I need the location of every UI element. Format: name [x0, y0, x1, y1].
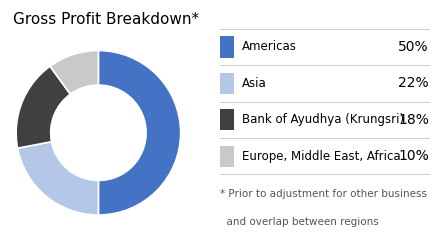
Wedge shape [16, 66, 70, 148]
Text: Bank of Ayudhya (Krungsri): Bank of Ayudhya (Krungsri) [242, 113, 404, 126]
Text: 22%: 22% [398, 76, 429, 90]
Text: and overlap between regions: and overlap between regions [220, 217, 379, 227]
Wedge shape [99, 51, 181, 215]
Wedge shape [18, 142, 99, 215]
Text: 50%: 50% [398, 40, 429, 54]
Text: Asia: Asia [242, 77, 267, 90]
Text: * Prior to adjustment for other business: * Prior to adjustment for other business [220, 188, 427, 199]
Text: Americas: Americas [242, 40, 297, 54]
Text: 18%: 18% [398, 113, 429, 127]
Wedge shape [50, 51, 99, 94]
Text: Europe, Middle East, Africa: Europe, Middle East, Africa [242, 150, 401, 163]
Text: Gross Profit Breakdown*: Gross Profit Breakdown* [13, 12, 199, 27]
Text: 10%: 10% [398, 149, 429, 163]
